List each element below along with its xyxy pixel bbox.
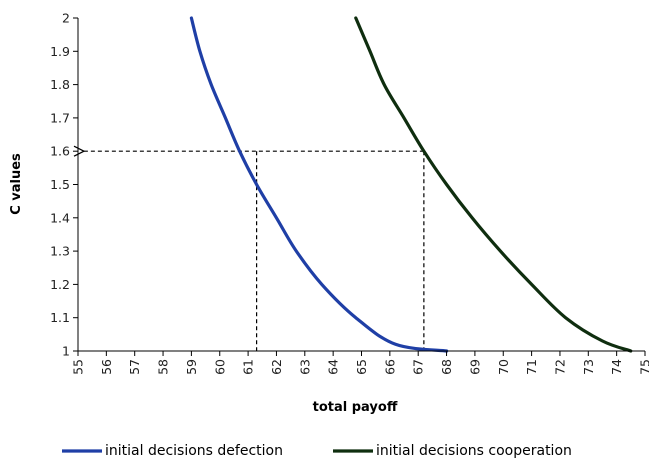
y-tick-label: 2 (62, 11, 70, 26)
x-tick-label: 72 (552, 359, 567, 375)
reference-lines (84, 151, 425, 351)
y-tick-label: 1 (62, 344, 70, 359)
tick-labels: 1 1.1 1.2 1.3 1.4 1.5 1.6 1.7 1.8 1.9 2 55 56 57 58 59 6… (50, 11, 649, 375)
x-tick-label: 56 (99, 359, 114, 375)
x-tick-label: 70 (496, 359, 511, 375)
y-tick-label: 1.7 (50, 110, 70, 125)
y-axis-title: C values (9, 153, 24, 215)
x-tick-label: 71 (524, 359, 539, 375)
x-tick-label: 69 (467, 359, 482, 375)
y-tick-label: 1.9 (50, 44, 70, 59)
x-axis-title: total payoff (313, 400, 398, 415)
x-tick-label: 75 (638, 359, 649, 375)
x-tick-label: 61 (241, 359, 256, 375)
y-tick-label: 1.3 (50, 244, 70, 259)
legend-label-1: initial decisions defection (105, 443, 283, 459)
y-tick-label: 1.6 (50, 144, 70, 159)
x-tick-label: 60 (212, 359, 227, 375)
x-tick-label: 57 (127, 359, 142, 375)
x-tick-label: 62 (269, 359, 284, 375)
y-tick-label: 1.4 (50, 210, 70, 225)
y-tick-label: 1.1 (50, 310, 70, 325)
x-tick-label: 63 (297, 359, 312, 375)
x-tick-label: 58 (156, 359, 171, 375)
series-line-2 (354, 16, 633, 353)
series-line-1 (189, 16, 449, 353)
axes (73, 17, 646, 356)
x-tick-label: 73 (581, 359, 596, 375)
x-tick-label: 64 (326, 359, 341, 375)
x-tick-label: 55 (71, 359, 86, 375)
legend: initial decisions defection initial decis… (62, 443, 572, 459)
y-tick-label: 1.2 (50, 277, 70, 292)
y-tick-label: 1.8 (50, 77, 70, 92)
series-lines (189, 16, 633, 353)
x-tick-label: 59 (184, 359, 199, 375)
x-tick-label: 68 (439, 359, 454, 375)
x-tick-label: 66 (382, 359, 397, 375)
x-tick-label: 67 (411, 359, 426, 375)
x-tick-label: 74 (609, 359, 624, 375)
legend-label-2: initial decisions cooperation (376, 443, 572, 459)
y-tick-label: 1.5 (50, 177, 70, 192)
x-tick-label: 65 (354, 359, 369, 375)
